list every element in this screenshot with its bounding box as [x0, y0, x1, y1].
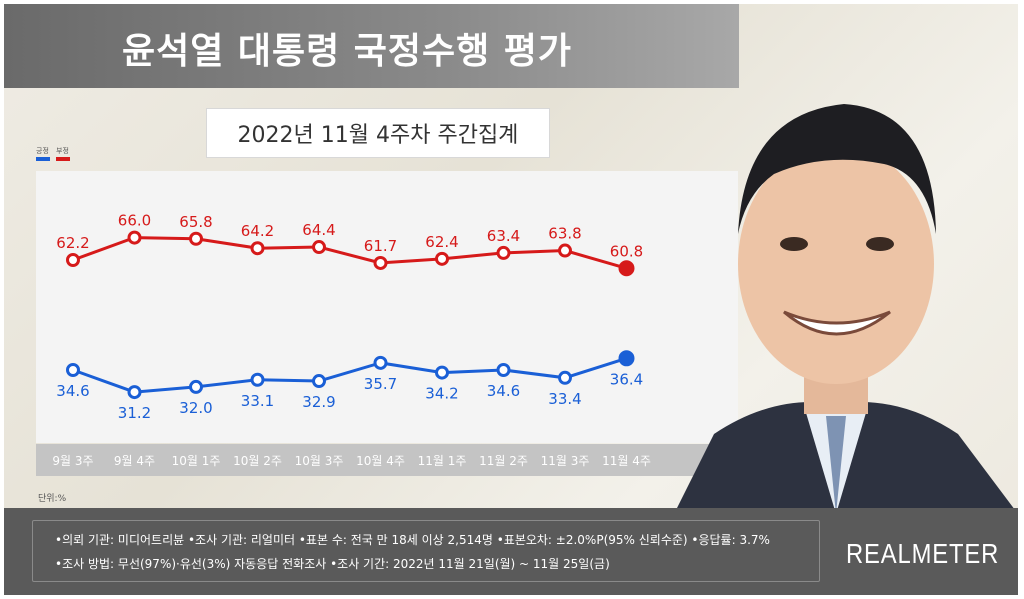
data-point-positive	[189, 379, 203, 394]
data-label-negative: 64.4	[302, 221, 335, 239]
x-tick-label: 11월 3주	[541, 454, 590, 468]
survey-info-line-2: •조사 방법: 무선(97%)·유선(3%) 자동응답 전화조사 •조사 기간:…	[55, 557, 610, 571]
footer: •의뢰 기관: 미디어트리뷴 •조사 기관: 리얼미터 •표본 수: 전국 만 …	[4, 508, 1018, 595]
x-tick-label: 10월 2주	[233, 454, 282, 468]
data-point-negative	[66, 253, 80, 267]
legend-item-positive: 긍정	[36, 146, 50, 161]
legend-item-negative: 부정	[56, 146, 70, 161]
data-point-positive	[618, 350, 635, 367]
x-tick-label: 9월 4주	[114, 454, 155, 468]
data-point-positive	[312, 374, 326, 389]
data-point-negative	[558, 243, 572, 258]
x-tick-label: 10월 1주	[172, 454, 221, 468]
survey-info-box: •의뢰 기관: 미디어트리뷴 •조사 기관: 리얼미터 •표본 수: 전국 만 …	[32, 520, 820, 582]
legend-label-negative: 부정	[56, 147, 69, 155]
legend-swatch-negative	[56, 157, 70, 161]
data-point-negative	[189, 231, 203, 246]
data-label-negative: 64.2	[241, 222, 274, 240]
data-point-positive	[373, 355, 388, 370]
realmeter-logo: REALMETER	[846, 538, 1000, 569]
data-label-positive: 32.0	[179, 399, 212, 417]
data-label-positive: 31.2	[118, 404, 151, 422]
data-label-positive: 33.1	[241, 392, 274, 410]
legend: 긍정 부정	[36, 146, 70, 161]
data-point-positive	[496, 363, 511, 377]
data-point-negative	[312, 240, 326, 255]
x-tick-label: 11월 4주	[602, 454, 651, 468]
data-label-negative: 61.7	[364, 237, 397, 255]
x-tick-label: 10월 4주	[356, 454, 405, 468]
chart-title: 윤석열 대통령 국정수행 평가	[122, 31, 573, 72]
series-line-positive	[72, 356, 627, 394]
data-label-positive: 34.6	[487, 382, 520, 400]
x-tick-label: 10월 3주	[295, 454, 344, 468]
data-label-negative: 62.4	[425, 233, 458, 251]
data-label-negative: 66.0	[118, 212, 151, 230]
plot-area	[36, 171, 738, 443]
series-line-negative	[72, 236, 627, 270]
president-photo	[674, 104, 1018, 514]
data-point-positive	[66, 363, 80, 377]
data-point-positive	[558, 370, 572, 385]
title-bar: 윤석열 대통령 국정수행 평가	[4, 4, 739, 88]
data-point-positive	[250, 372, 265, 387]
unit-label: 단위:%	[38, 494, 67, 504]
chart-subtitle: 2022년 11월 4주차 주간집계	[206, 108, 550, 158]
data-point-negative	[127, 230, 142, 245]
data-label-positive: 33.4	[548, 390, 581, 408]
data-point-negative	[435, 251, 449, 266]
data-label-positive: 32.9	[302, 393, 335, 411]
data-point-positive	[435, 365, 449, 380]
x-tick-label: 11월 2주	[479, 454, 528, 468]
data-label-positive: 35.7	[364, 375, 397, 393]
data-label-negative: 62.2	[56, 234, 89, 252]
chart-frame: 윤석열 대통령 국정수행 평가 2022년 11월 4주차 주간집계 긍정 부정…	[4, 4, 1018, 595]
data-point-negative	[618, 260, 635, 277]
data-label-positive: 34.6	[56, 382, 89, 400]
data-point-positive	[127, 385, 142, 400]
legend-swatch-positive	[36, 157, 50, 161]
survey-info-line-1: •의뢰 기관: 미디어트리뷴 •조사 기관: 리얼미터 •표본 수: 전국 만 …	[55, 533, 770, 547]
x-tick-label: 9월 3주	[52, 454, 93, 468]
data-label-positive: 36.4	[610, 370, 643, 388]
data-label-negative: 65.8	[179, 213, 212, 231]
data-label-negative: 60.8	[610, 242, 643, 260]
data-point-negative	[496, 245, 511, 260]
data-point-negative	[250, 241, 265, 256]
data-label-positive: 34.2	[425, 385, 458, 403]
data-point-negative	[373, 255, 388, 270]
x-axis-band	[36, 444, 738, 476]
data-label-negative: 63.8	[548, 225, 581, 243]
x-tick-label: 11월 1주	[418, 454, 467, 468]
data-label-negative: 63.4	[487, 227, 520, 245]
line-chart: 62.2 66.0 65.8 64.2 64.4 61.7 62.4 63.4 63.8 60.8…	[52, 212, 651, 468]
legend-label-positive: 긍정	[36, 147, 49, 155]
